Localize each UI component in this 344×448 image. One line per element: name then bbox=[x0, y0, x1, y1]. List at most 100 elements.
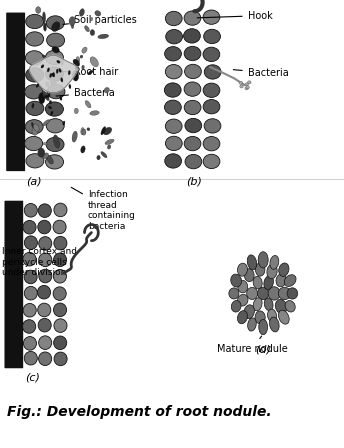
Ellipse shape bbox=[285, 301, 295, 312]
Ellipse shape bbox=[165, 47, 181, 61]
Ellipse shape bbox=[237, 263, 247, 276]
Ellipse shape bbox=[43, 120, 50, 126]
Text: (d): (d) bbox=[255, 345, 271, 355]
Ellipse shape bbox=[284, 275, 296, 286]
Ellipse shape bbox=[237, 294, 248, 306]
Ellipse shape bbox=[81, 128, 84, 135]
Ellipse shape bbox=[25, 120, 43, 134]
Ellipse shape bbox=[247, 255, 257, 270]
Ellipse shape bbox=[56, 69, 58, 73]
Ellipse shape bbox=[51, 111, 53, 115]
Ellipse shape bbox=[23, 320, 36, 333]
Ellipse shape bbox=[49, 100, 52, 104]
Ellipse shape bbox=[164, 83, 181, 97]
Ellipse shape bbox=[45, 102, 63, 116]
Ellipse shape bbox=[203, 47, 220, 61]
Text: Mature nodule: Mature nodule bbox=[217, 336, 288, 353]
Ellipse shape bbox=[97, 155, 100, 160]
Ellipse shape bbox=[48, 93, 50, 98]
Ellipse shape bbox=[53, 270, 66, 283]
Ellipse shape bbox=[90, 17, 93, 21]
Ellipse shape bbox=[43, 23, 46, 31]
Text: Fig.: Development of root nodule.: Fig.: Development of root nodule. bbox=[7, 405, 271, 419]
Ellipse shape bbox=[80, 55, 83, 58]
Ellipse shape bbox=[45, 50, 63, 65]
Ellipse shape bbox=[185, 65, 201, 79]
Ellipse shape bbox=[47, 68, 50, 72]
Ellipse shape bbox=[36, 84, 39, 87]
Ellipse shape bbox=[46, 138, 64, 151]
Ellipse shape bbox=[50, 73, 52, 78]
Ellipse shape bbox=[95, 11, 101, 16]
Ellipse shape bbox=[32, 103, 34, 108]
Ellipse shape bbox=[42, 90, 49, 100]
Text: Inner cortex and
pericycle cells
under division: Inner cortex and pericycle cells under d… bbox=[2, 247, 77, 277]
Ellipse shape bbox=[25, 136, 43, 151]
Ellipse shape bbox=[38, 148, 45, 157]
Ellipse shape bbox=[237, 310, 248, 324]
Ellipse shape bbox=[32, 128, 38, 135]
Ellipse shape bbox=[46, 16, 64, 30]
Ellipse shape bbox=[69, 84, 71, 89]
Ellipse shape bbox=[276, 274, 286, 287]
Ellipse shape bbox=[54, 237, 67, 250]
Ellipse shape bbox=[287, 288, 298, 299]
Ellipse shape bbox=[184, 46, 201, 60]
Ellipse shape bbox=[248, 81, 251, 84]
Text: Hook: Hook bbox=[197, 11, 272, 21]
Ellipse shape bbox=[105, 139, 114, 145]
Ellipse shape bbox=[25, 51, 43, 65]
Ellipse shape bbox=[101, 127, 106, 135]
Ellipse shape bbox=[229, 288, 239, 299]
Ellipse shape bbox=[53, 220, 66, 234]
Ellipse shape bbox=[24, 270, 37, 284]
Ellipse shape bbox=[39, 253, 52, 267]
Ellipse shape bbox=[270, 317, 279, 332]
Ellipse shape bbox=[42, 153, 49, 159]
Ellipse shape bbox=[253, 276, 262, 289]
Ellipse shape bbox=[23, 252, 36, 266]
Ellipse shape bbox=[53, 135, 60, 148]
Ellipse shape bbox=[54, 253, 67, 267]
Ellipse shape bbox=[165, 154, 182, 168]
Ellipse shape bbox=[203, 10, 220, 24]
Text: (a): (a) bbox=[26, 177, 42, 187]
Ellipse shape bbox=[267, 264, 277, 279]
Ellipse shape bbox=[244, 305, 255, 319]
Ellipse shape bbox=[85, 26, 89, 32]
Ellipse shape bbox=[204, 119, 221, 133]
Ellipse shape bbox=[231, 301, 241, 312]
Ellipse shape bbox=[39, 269, 52, 283]
Ellipse shape bbox=[63, 121, 65, 125]
Ellipse shape bbox=[24, 236, 37, 250]
Ellipse shape bbox=[101, 151, 107, 158]
Ellipse shape bbox=[45, 67, 64, 81]
Ellipse shape bbox=[26, 14, 44, 29]
Ellipse shape bbox=[258, 252, 268, 268]
Ellipse shape bbox=[184, 29, 200, 43]
Ellipse shape bbox=[23, 336, 36, 350]
Ellipse shape bbox=[87, 128, 90, 131]
Ellipse shape bbox=[204, 65, 221, 79]
Ellipse shape bbox=[54, 352, 67, 366]
Ellipse shape bbox=[279, 263, 289, 276]
Ellipse shape bbox=[39, 336, 52, 349]
Ellipse shape bbox=[43, 12, 46, 23]
Ellipse shape bbox=[74, 108, 78, 114]
Polygon shape bbox=[30, 55, 77, 93]
Ellipse shape bbox=[54, 203, 67, 217]
Ellipse shape bbox=[246, 86, 249, 89]
Ellipse shape bbox=[82, 65, 84, 69]
Ellipse shape bbox=[245, 87, 248, 90]
Ellipse shape bbox=[184, 11, 201, 25]
Ellipse shape bbox=[165, 119, 182, 134]
Ellipse shape bbox=[185, 155, 202, 169]
Ellipse shape bbox=[275, 299, 287, 314]
Ellipse shape bbox=[184, 82, 201, 96]
Ellipse shape bbox=[253, 298, 262, 311]
Ellipse shape bbox=[270, 255, 279, 269]
Ellipse shape bbox=[46, 82, 49, 86]
Text: Bacteria: Bacteria bbox=[56, 88, 115, 98]
Ellipse shape bbox=[98, 34, 109, 39]
Ellipse shape bbox=[58, 77, 62, 81]
